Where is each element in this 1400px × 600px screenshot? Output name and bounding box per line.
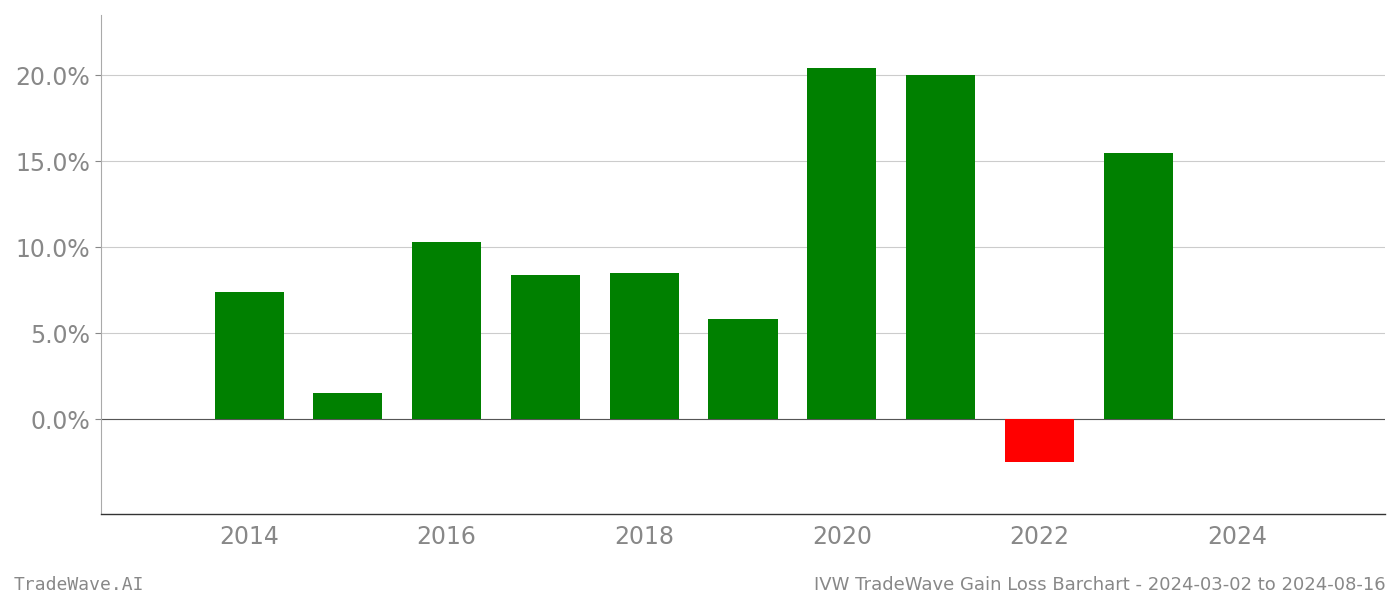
Bar: [214, 292, 284, 419]
Bar: [511, 275, 580, 419]
Text: TradeWave.AI: TradeWave.AI: [14, 576, 144, 594]
Bar: [708, 319, 777, 419]
Bar: [1005, 419, 1074, 462]
Bar: [412, 242, 482, 419]
Bar: [314, 394, 382, 419]
Bar: [1103, 152, 1173, 419]
Bar: [808, 68, 876, 419]
Bar: [609, 273, 679, 419]
Bar: [906, 75, 976, 419]
Text: IVW TradeWave Gain Loss Barchart - 2024-03-02 to 2024-08-16: IVW TradeWave Gain Loss Barchart - 2024-…: [815, 576, 1386, 594]
